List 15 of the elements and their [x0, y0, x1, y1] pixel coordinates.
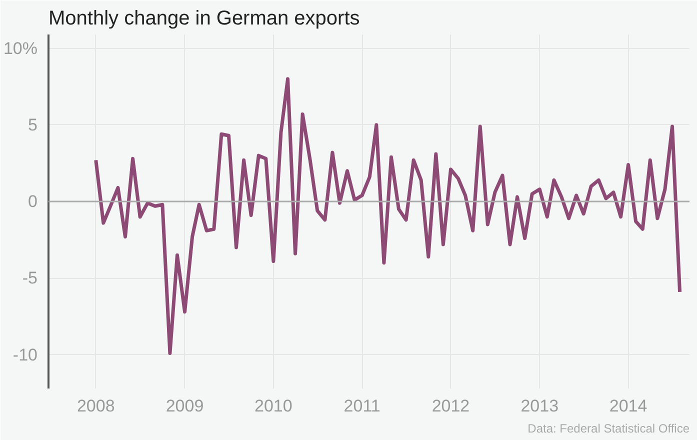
x-tick-label: 2012: [432, 396, 470, 416]
chart-title: Monthly change in German exports: [48, 8, 360, 30]
y-tick-label: -10: [12, 345, 38, 364]
y-tick-label: 10%: [3, 38, 38, 58]
x-tick-label: 2008: [76, 396, 115, 416]
x-tick-label: 2013: [520, 396, 559, 416]
x-tick-label: 2009: [166, 396, 204, 416]
y-tick-label: 5: [28, 115, 38, 134]
x-tick-label: 2014: [609, 396, 648, 416]
x-tick-label: 2011: [344, 396, 380, 416]
line-series: [94, 77, 682, 356]
y-tick-label: -5: [22, 268, 38, 288]
y-tick-label: 0: [28, 192, 38, 212]
text: Data: Federal Statistical Office: [528, 422, 690, 436]
x-tick-label: 2010: [254, 396, 292, 416]
